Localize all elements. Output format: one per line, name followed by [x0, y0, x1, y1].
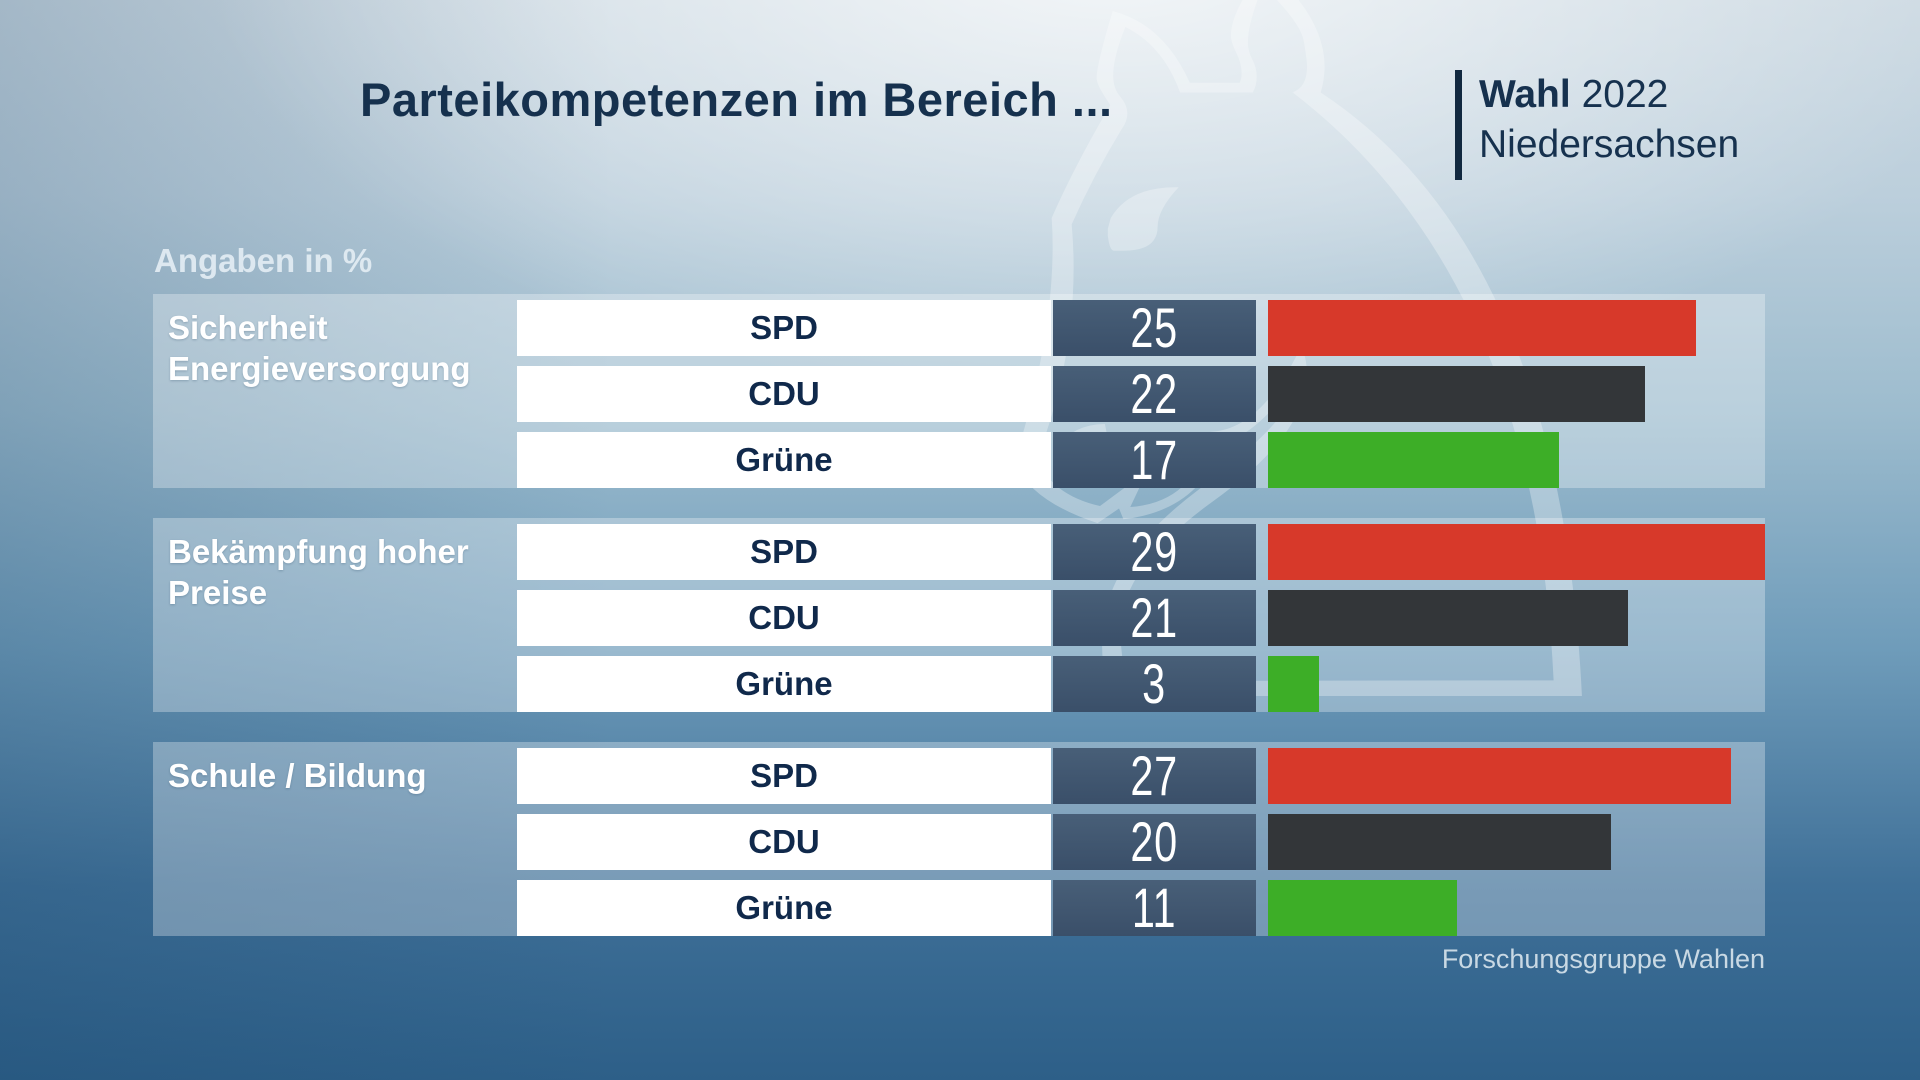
bar-gruene [1268, 656, 1319, 712]
value-box: 20 [1053, 814, 1256, 870]
party-label-box: CDU [517, 814, 1051, 870]
party-label-box: SPD [517, 524, 1051, 580]
value-number: 22 [1130, 362, 1179, 425]
chart-row: CDU 22 [153, 366, 1765, 422]
value-number: 20 [1130, 810, 1179, 873]
value-number: 21 [1130, 586, 1179, 649]
badge-election-word: Wahl [1479, 73, 1571, 116]
value-box: 17 [1053, 432, 1256, 488]
chart-row: CDU 21 [153, 590, 1765, 646]
category-block-bekaempfung-hoher-preise: Bekämpfung hoher Preise SPD 29 CDU 21 Gr… [153, 518, 1765, 712]
bar-spd [1268, 300, 1696, 356]
chart-row: CDU 20 [153, 814, 1765, 870]
party-label-box: SPD [517, 748, 1051, 804]
value-box: 11 [1053, 880, 1256, 936]
bar-spd [1268, 748, 1731, 804]
bar-spd [1268, 524, 1765, 580]
category-block-sicherheit-energieversorgung: Sicherheit Energieversorgung SPD 25 CDU … [153, 294, 1765, 488]
bar-cdu [1268, 590, 1628, 646]
units-label: Angaben in % [154, 242, 373, 279]
chart-row: Grüne 11 [153, 880, 1765, 936]
badge-election-year: 2022 [1581, 73, 1669, 116]
chart-row: Grüne 17 [153, 432, 1765, 488]
category-label: Sicherheit Energieversorgung [168, 309, 471, 387]
value-box: 25 [1053, 300, 1256, 356]
category-block-schule-bildung: Schule / Bildung SPD 27 CDU 20 Grüne 11 [153, 742, 1765, 936]
bar-gruene [1268, 880, 1457, 936]
bar-gruene [1268, 432, 1559, 488]
party-label-box: Grüne [517, 880, 1051, 936]
chart-row: SPD 27 [153, 748, 1765, 804]
value-number: 27 [1130, 744, 1179, 807]
badge-text: Wahl 2022 Niedersachsen [1479, 70, 1739, 180]
chart-row: SPD 25 [153, 300, 1765, 356]
bar-cdu [1268, 366, 1645, 422]
election-badge: Wahl 2022 Niedersachsen [1455, 70, 1739, 180]
party-label-box: CDU [517, 590, 1051, 646]
party-label-box: SPD [517, 300, 1051, 356]
category-label: Schule / Bildung [168, 757, 427, 794]
badge-region: Niedersachsen [1479, 123, 1740, 166]
party-label-box: Grüne [517, 432, 1051, 488]
party-label-box: Grüne [517, 656, 1051, 712]
chart-row: SPD 29 [153, 524, 1765, 580]
value-box: 21 [1053, 590, 1256, 646]
value-box: 3 [1053, 656, 1256, 712]
value-number: 11 [1132, 876, 1177, 939]
category-label: Bekämpfung hoher Preise [168, 533, 469, 611]
value-box: 29 [1053, 524, 1256, 580]
page-title: Parteikompetenzen im Bereich ... [360, 73, 1113, 126]
source-credit: Forschungsgruppe Wahlen [1441, 944, 1765, 974]
value-box: 22 [1053, 366, 1256, 422]
value-box: 27 [1053, 748, 1256, 804]
chart-row: Grüne 3 [153, 656, 1765, 712]
value-number: 29 [1130, 520, 1179, 583]
bar-cdu [1268, 814, 1611, 870]
party-label-box: CDU [517, 366, 1051, 422]
badge-divider [1455, 70, 1462, 180]
value-number: 25 [1130, 296, 1179, 359]
value-number: 17 [1130, 428, 1179, 491]
value-number: 3 [1142, 652, 1167, 715]
